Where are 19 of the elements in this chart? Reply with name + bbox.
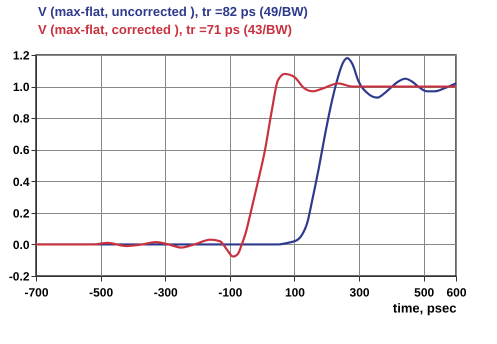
- x-tick-label: -100: [218, 286, 243, 300]
- y-tick-label: 0.6: [12, 143, 30, 158]
- x-tick-label: 300: [350, 286, 370, 300]
- y-tick-label: -0.2: [8, 270, 30, 284]
- text: V (max-flat, uncorrected ), tr =82 ps (49/BW): [38, 4, 308, 19]
- y-tick-label: 0.4: [12, 174, 30, 189]
- x-tick-label: -500: [89, 286, 114, 300]
- x-tick-label: 600: [446, 286, 467, 300]
- x-tick-label: -300: [154, 286, 178, 300]
- y-tick-label: 0.2: [12, 206, 30, 220]
- x-tick-label: 500: [414, 286, 435, 300]
- x-axis-title: time, psec: [392, 300, 456, 316]
- y-tick-label: 1.2: [12, 48, 30, 62]
- x-tick-label: 100: [284, 286, 306, 300]
- y-tick-label: 0.8: [12, 112, 30, 126]
- y-tick-label: 0.0: [12, 238, 30, 252]
- x-tick-label: -700: [24, 286, 49, 300]
- text: V (max-flat, corrected ), tr =71 ps (43/BW): [38, 22, 292, 37]
- y-tick-label: 1.0: [12, 80, 30, 94]
